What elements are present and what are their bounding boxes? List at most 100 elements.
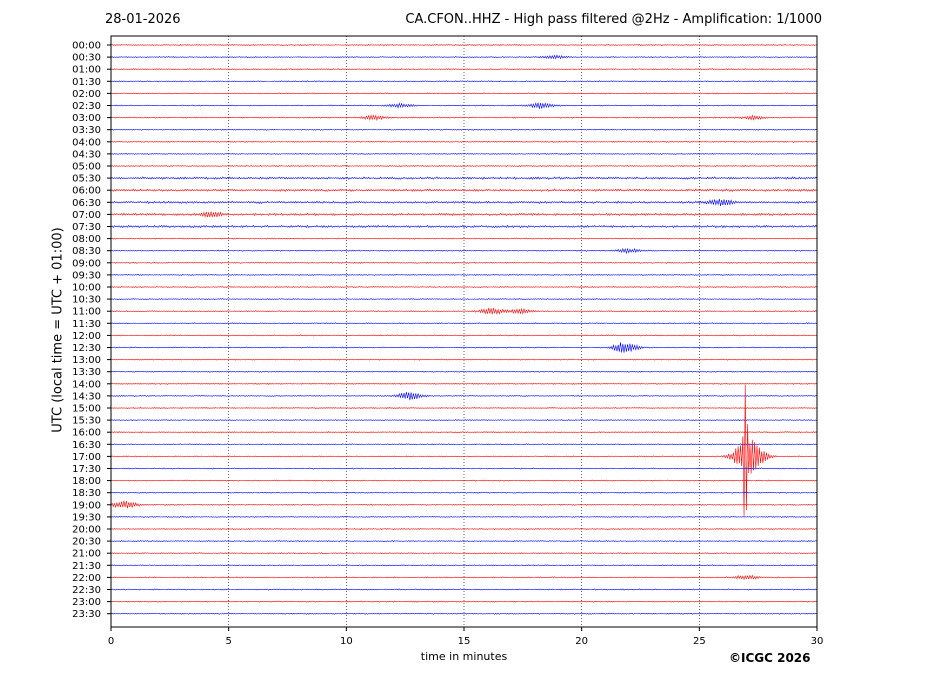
y-tick-label-0430: 04:30	[72, 149, 101, 160]
trace-row-0130	[110, 80, 818, 83]
y-tick-label-1530: 15:30	[72, 416, 101, 427]
trace-row-1530	[110, 419, 818, 422]
chart-title: CA.CFON..HHZ - High pass filtered @2Hz -…	[405, 12, 822, 27]
y-tick-label-0530: 05:30	[72, 174, 101, 185]
y-tick-label-1730: 17:30	[72, 464, 101, 475]
y-tick-label-0130: 01:30	[72, 77, 101, 88]
trace-row-0430	[110, 152, 818, 155]
trace-row-0500	[110, 164, 818, 168]
y-tick-label-2330: 23:30	[72, 609, 101, 620]
trace-row-1200	[110, 334, 818, 337]
trace-row-1130	[110, 322, 818, 325]
trace-row-0000	[110, 44, 818, 47]
y-tick-label-0330: 03:30	[72, 125, 101, 136]
trace-row-1430	[110, 391, 818, 401]
y-tick-label-1930: 19:30	[72, 512, 101, 523]
trace-row-0600	[110, 188, 818, 192]
trace-row-0900	[110, 261, 818, 264]
trace-row-0800	[110, 237, 818, 240]
trace-row-1330	[110, 370, 818, 373]
trace-row-2100	[110, 552, 818, 555]
y-tick-label-1700: 17:00	[72, 452, 101, 463]
x-tick-label-0: 0	[108, 636, 114, 647]
y-tick-label-2000: 20:00	[72, 525, 101, 536]
y-tick-label-0630: 06:30	[72, 198, 101, 209]
y-tick-label-1800: 18:00	[72, 476, 101, 487]
trace-row-0700	[110, 211, 818, 218]
trace-row-2300	[110, 600, 818, 603]
trace-row-1730	[110, 467, 818, 470]
x-tick-label-15: 15	[458, 636, 471, 647]
x-tick-label-25: 25	[693, 636, 706, 647]
trace-row-1500	[110, 406, 818, 409]
y-tick-label-1200: 12:00	[72, 331, 101, 342]
trace-row-2230	[110, 588, 818, 591]
copyright-notice: ©ICGC 2026	[729, 651, 811, 665]
trace-row-0400	[110, 140, 818, 143]
plot-frame	[110, 35, 818, 628]
y-tick-label-0830: 08:30	[72, 246, 101, 257]
y-tick-label-0900: 09:00	[72, 258, 101, 269]
x-tick-label-30: 30	[811, 636, 824, 647]
trace-row-0930	[110, 273, 818, 276]
chart-date: 28-01-2026	[105, 12, 181, 27]
y-tick-label-0000: 00:00	[72, 41, 101, 52]
y-tick-label-1900: 19:00	[72, 500, 101, 511]
trace-row-1830	[110, 491, 818, 494]
y-tick-label-2230: 22:30	[72, 585, 101, 596]
y-tick-label-0300: 03:00	[72, 113, 101, 124]
y-axis-ticks: 00:0000:3001:0001:3002:0002:3003:0003:30…	[72, 41, 111, 620]
y-axis-label: UTC (local time = UTC + 01:00)	[50, 227, 66, 433]
trace-row-1100	[110, 307, 818, 316]
y-tick-label-0200: 02:00	[72, 89, 101, 100]
y-tick-label-1600: 16:00	[72, 428, 101, 439]
y-tick-label-0230: 02:30	[72, 101, 101, 112]
y-tick-label-0100: 01:00	[72, 65, 101, 76]
y-tick-label-1230: 12:30	[72, 343, 101, 354]
y-tick-label-0800: 08:00	[72, 234, 101, 245]
y-tick-label-0400: 04:00	[72, 137, 101, 148]
y-tick-label-1630: 16:30	[72, 440, 101, 451]
trace-row-1000	[110, 285, 818, 288]
y-tick-label-1300: 13:00	[72, 355, 101, 366]
y-tick-label-1500: 15:00	[72, 404, 101, 415]
x-axis-ticks: 0 5 10 15 20 25 30	[108, 627, 824, 647]
y-tick-label-0030: 00:30	[72, 53, 101, 64]
x-tick-label-5: 5	[225, 636, 231, 647]
y-tick-label-0700: 07:00	[72, 210, 101, 221]
trace-row-0830	[110, 247, 818, 255]
y-tick-label-2200: 22:00	[72, 573, 101, 584]
trace-rows	[110, 44, 818, 615]
trace-row-0200	[110, 92, 818, 95]
trace-row-0730	[110, 224, 818, 229]
trace-row-2130	[110, 564, 818, 567]
trace-row-2000	[110, 528, 818, 530]
trace-row-1230	[110, 342, 818, 353]
trace-row-1800	[110, 479, 818, 482]
y-tick-label-2100: 21:00	[72, 549, 101, 560]
trace-row-1600	[110, 431, 818, 434]
y-tick-label-1830: 18:30	[72, 488, 101, 499]
trace-row-1400	[110, 382, 818, 385]
y-tick-label-1430: 14:30	[72, 391, 101, 402]
trace-row-0330	[110, 128, 818, 131]
y-tick-label-1000: 10:00	[72, 283, 101, 294]
trace-row-2200	[110, 574, 818, 581]
trace-row-1700	[110, 384, 818, 517]
x-axis-label: time in minutes	[420, 650, 508, 663]
y-tick-label-1330: 13:30	[72, 367, 101, 378]
trace-row-1900	[110, 500, 818, 509]
trace-row-1630	[110, 443, 818, 446]
x-tick-label-10: 10	[340, 636, 353, 647]
y-tick-label-1100: 11:00	[72, 307, 101, 318]
trace-row-1930	[110, 515, 818, 518]
y-tick-label-2300: 23:00	[72, 597, 101, 608]
y-tick-label-0500: 05:00	[72, 162, 101, 173]
y-tick-label-2030: 20:30	[72, 537, 101, 548]
trace-row-0300	[110, 114, 818, 122]
y-tick-label-2130: 21:30	[72, 561, 101, 572]
trace-row-0630	[110, 198, 818, 207]
vertical-gridlines	[228, 36, 700, 627]
y-tick-label-0730: 07:30	[72, 222, 101, 233]
